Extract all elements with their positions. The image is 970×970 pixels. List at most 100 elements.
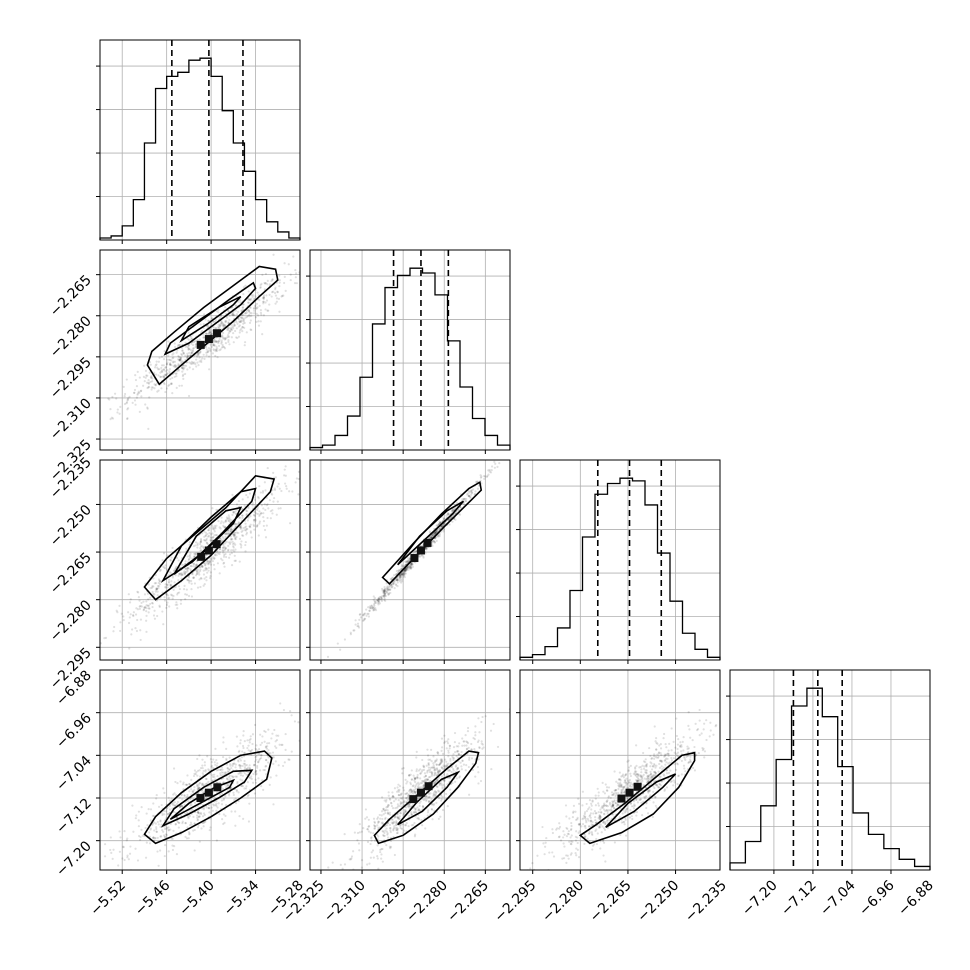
scatter-point <box>384 599 387 602</box>
scatter-point <box>192 815 195 818</box>
scatter-point <box>687 751 690 754</box>
scatter-point <box>405 568 408 572</box>
scatter-point <box>413 821 416 825</box>
scatter-point <box>404 809 407 812</box>
scatter-point <box>430 774 433 777</box>
scatter-point <box>198 786 201 790</box>
scatter-point <box>115 609 118 612</box>
scatter-point <box>249 526 252 529</box>
scatter-point <box>442 783 445 787</box>
scatter-point <box>166 583 169 587</box>
scatter-point <box>205 782 209 785</box>
scatter-point <box>289 710 292 713</box>
scatter-point <box>487 473 490 476</box>
scatter-point <box>267 309 270 312</box>
scatter-point <box>253 764 256 767</box>
scatter-point <box>397 817 400 821</box>
scatter-point <box>145 604 148 607</box>
scatter-point <box>242 317 245 320</box>
scatter-point <box>414 784 417 787</box>
scatter-point <box>153 387 156 390</box>
scatter-point <box>405 567 408 571</box>
scatter-point <box>178 821 181 824</box>
scatter-point <box>239 316 242 319</box>
scatter-point <box>250 297 253 300</box>
scatter-point <box>254 756 257 759</box>
scatter-point <box>227 531 230 535</box>
scatter-point <box>265 294 268 297</box>
scatter-point <box>432 764 435 767</box>
scatter-point <box>689 759 692 763</box>
scatter-point <box>481 715 484 719</box>
scatter-point <box>116 411 119 414</box>
scatter-point <box>403 800 406 804</box>
scatter-point <box>241 306 245 309</box>
contour-level-3 <box>169 778 236 821</box>
scatter-point <box>191 347 195 350</box>
scatter-point <box>239 764 243 767</box>
scatter-point <box>409 773 412 776</box>
scatter-point <box>434 532 437 535</box>
scatter-point <box>229 763 232 766</box>
scatter-point <box>229 530 232 533</box>
scatter-point <box>387 794 390 797</box>
scatter-point <box>408 803 411 806</box>
scatter-point <box>218 547 221 551</box>
scatter-point <box>417 769 421 772</box>
scatter-point <box>410 563 413 566</box>
scatter-point <box>170 837 173 840</box>
scatter-point <box>438 763 441 767</box>
scatter-point <box>215 345 218 348</box>
scatter-point <box>211 557 214 560</box>
scatter-point <box>239 767 242 770</box>
scatter-point <box>190 565 193 568</box>
scatter-point <box>226 770 229 773</box>
scatter-point <box>221 774 224 777</box>
scatter-point <box>384 817 387 821</box>
scatter-point <box>129 845 132 848</box>
scatter-point <box>138 391 141 395</box>
pair-panel-p2-p3 <box>516 669 721 874</box>
scatter-point <box>216 781 219 784</box>
scatter-point <box>409 788 412 791</box>
scatter-point <box>478 746 481 750</box>
scatter-point <box>329 661 331 663</box>
scatter-point <box>224 547 228 550</box>
scatter-point <box>392 800 396 803</box>
scatter-point <box>287 263 290 266</box>
scatter-point <box>147 583 150 586</box>
histogram-panel-p1 <box>306 249 511 454</box>
scatter-point <box>218 572 221 575</box>
scatter-point <box>665 746 668 749</box>
scatter-point <box>254 769 258 772</box>
scatter-point <box>175 556 179 560</box>
scatter-point <box>234 543 237 546</box>
scatter-point <box>370 604 373 607</box>
scatter-point <box>238 516 241 519</box>
scatter-point <box>436 778 439 782</box>
scatter-point <box>263 528 267 532</box>
scatter-point <box>232 535 236 538</box>
scatter-point <box>427 799 430 803</box>
scatter-point <box>395 827 399 830</box>
scatter-point <box>383 590 387 593</box>
scatter-point <box>190 588 193 591</box>
scatter-point <box>403 574 406 577</box>
scatter-point <box>181 366 184 369</box>
scatter-point <box>216 806 219 809</box>
scatter-point <box>240 544 243 547</box>
scatter-point <box>413 778 417 781</box>
scatter-point <box>213 344 216 347</box>
scatter-point <box>184 341 187 344</box>
scatter-point <box>266 283 269 286</box>
scatter-point <box>177 585 181 588</box>
scatter-point <box>170 593 173 596</box>
scatter-point <box>438 782 441 785</box>
scatter-point <box>240 309 243 312</box>
scatter-point <box>476 765 479 769</box>
scatter-point <box>262 296 265 299</box>
scatter-point <box>180 794 183 797</box>
scatter-point <box>145 614 148 617</box>
scatter-point <box>228 516 231 519</box>
scatter-point <box>156 590 159 593</box>
